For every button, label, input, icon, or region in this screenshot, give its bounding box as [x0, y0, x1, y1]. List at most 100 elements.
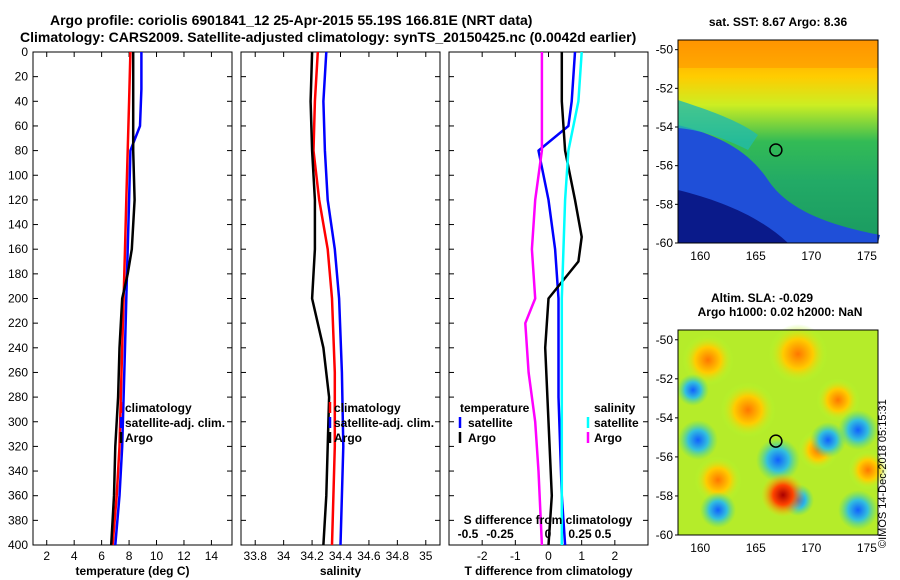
x-tick-label: 34.2 — [300, 549, 324, 563]
sla-anomaly-blob — [694, 456, 742, 504]
y-tick-label: 160 — [8, 242, 28, 256]
x-tick-label: 35 — [419, 549, 433, 563]
sla-anomaly-blob — [768, 324, 828, 384]
series-line-argo — [309, 51, 331, 546]
y-tick-label: 0 — [21, 45, 28, 59]
title-line-1: Argo profile: coriolis 6901841_12 25-Apr… — [50, 12, 533, 28]
sst-lon-tick-label: 170 — [801, 249, 821, 263]
sla-lat-tick-label: -54 — [656, 411, 674, 425]
sla-map-title: Altim. SLA: -0.029 — [711, 291, 813, 305]
y-tick-label: 60 — [15, 119, 29, 133]
sla-lon-tick-label: 175 — [857, 541, 877, 555]
diff-temperature-legend-label: satellite — [468, 416, 513, 430]
y-tick-label: 260 — [8, 365, 28, 379]
x-tick-label: 4 — [71, 549, 78, 563]
title-line-2: Climatology: CARS2009. Satellite-adjuste… — [20, 29, 637, 45]
diff-top-tick-label: -0.25 — [486, 527, 514, 541]
sst-map-frame — [677, 39, 879, 244]
y-tick-label: 40 — [15, 94, 29, 108]
sst-lon-tick-label: 165 — [746, 249, 766, 263]
sla-anomaly-blob — [816, 378, 860, 422]
x-tick-label: 34.6 — [357, 549, 381, 563]
sla-lat-tick-label: -50 — [656, 333, 674, 347]
x-tick-label: 34.4 — [329, 549, 353, 563]
diff-top-tick-label: 0.25 — [568, 527, 592, 541]
sst-mixed-band — [678, 100, 758, 150]
sla-lon-tick-label: 160 — [690, 541, 710, 555]
y-tick-label: 360 — [8, 489, 28, 503]
y-tick-label: 280 — [8, 390, 28, 404]
sla-anomaly-blob — [810, 422, 846, 458]
sla-lat-tick-label: -52 — [656, 372, 674, 386]
series-line-t-argo — [543, 52, 583, 546]
sla-lat-tick-label: -60 — [656, 528, 674, 542]
series-line-t-satellite — [537, 51, 577, 546]
sla-anomaly-blob — [838, 410, 878, 450]
x-tick-label: 2 — [43, 549, 50, 563]
diff-top-axis-label: S difference from climatology — [464, 513, 633, 527]
sst-lon-tick-label: 160 — [690, 249, 710, 263]
credit-label: ©IMOS 14-Dec-2018 05:15:31 — [877, 399, 889, 548]
sla-map — [677, 324, 888, 536]
sst-lat-tick-label: -60 — [656, 236, 674, 250]
sst-lat-tick-label: -50 — [656, 43, 674, 57]
x-axis-label: temperature (deg C) — [75, 564, 189, 578]
sst-lat-tick-label: -54 — [656, 120, 674, 134]
series-line-climatology — [312, 51, 337, 546]
y-tick-label: 120 — [8, 193, 28, 207]
diff-legend-temperature-title: temperature — [460, 401, 530, 415]
argo-position-marker — [769, 143, 783, 157]
x-tick-label: 34 — [277, 549, 291, 563]
x-tick-label: 14 — [205, 549, 219, 563]
x-tick-label: 2 — [611, 549, 618, 563]
panel-frame-2 — [240, 51, 441, 546]
sla-anomaly-blob — [761, 473, 805, 517]
y-tick-label: 300 — [8, 415, 28, 429]
sst-lon-tick-label: 175 — [857, 249, 877, 263]
y-tick-label: 340 — [8, 464, 28, 478]
sla-anomaly-blob — [700, 492, 736, 528]
y-tick-label: 140 — [8, 218, 28, 232]
y-tick-label: 80 — [15, 144, 29, 158]
sla-map-frame — [677, 329, 879, 536]
sst-map — [677, 39, 880, 244]
series-line-satellite-adj-clim- — [322, 51, 345, 546]
x-tick-label: 12 — [177, 549, 191, 563]
x-tick-label: 8 — [126, 549, 133, 563]
salinity-legend-label: climatology — [334, 401, 401, 415]
sla-anomaly-blob — [682, 334, 734, 386]
y-tick-label: 180 — [8, 267, 28, 281]
sst-lat-tick-label: -56 — [656, 159, 674, 173]
salinity-legend-label: satellite-adj. clim. — [334, 416, 434, 430]
series-line-climatology — [111, 51, 132, 546]
sst-coldest-region — [678, 190, 788, 243]
series-line-s-satellite — [560, 51, 583, 545]
y-tick-label: 200 — [8, 292, 28, 306]
sla-lon-tick-label: 170 — [801, 541, 821, 555]
temperature-legend-label: Argo — [125, 431, 153, 445]
sst-lat-tick-label: -58 — [656, 197, 674, 211]
diff-legend-salinity-title: salinity — [594, 401, 636, 415]
sst-warm-band — [678, 40, 878, 68]
sla-anomaly-blob — [678, 420, 718, 460]
x-tick-label: 34.8 — [386, 549, 410, 563]
diff-temperature-legend-label: Argo — [468, 431, 496, 445]
x-tick-label: 6 — [98, 549, 105, 563]
y-tick-label: 20 — [15, 70, 29, 84]
diff-top-tick-label: 0 — [545, 527, 552, 541]
y-tick-label: 100 — [8, 168, 28, 182]
argo-position-marker — [769, 434, 783, 448]
series-line-argo — [109, 52, 136, 546]
series-line-s-argo — [524, 52, 544, 546]
sst-map-title: sat. SST: 8.67 Argo: 8.36 — [709, 15, 848, 29]
x-tick-label: 33.8 — [244, 549, 268, 563]
x-axis-label: T difference from climatology — [464, 564, 632, 578]
sst-lat-tick-label: -52 — [656, 81, 674, 95]
sla-lon-tick-label: 165 — [746, 541, 766, 555]
sla-lat-tick-label: -58 — [656, 489, 674, 503]
salinity-legend-label: Argo — [334, 431, 362, 445]
diff-salinity-legend-label: satellite — [594, 416, 639, 430]
y-tick-label: 220 — [8, 316, 28, 330]
sla-map-subtitle: Argo h1000: 0.02 h2000: NaN — [698, 305, 863, 319]
x-tick-label: -1 — [510, 549, 521, 563]
